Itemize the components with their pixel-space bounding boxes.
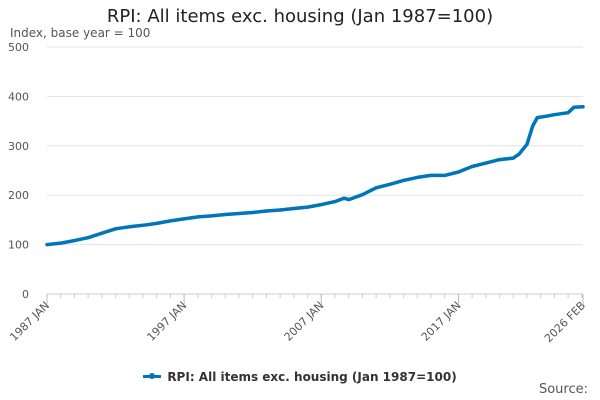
data-point — [484, 161, 488, 165]
y-tick-label: 500 — [8, 41, 29, 54]
x-tick-label: 1997 JAN — [145, 299, 190, 344]
data-point — [388, 182, 392, 186]
x-tick-label: 2026 FEB — [542, 299, 588, 345]
data-point — [155, 221, 159, 225]
data-point — [72, 239, 77, 243]
data-point — [278, 208, 282, 212]
y-tick-label: 0 — [22, 288, 29, 301]
x-tick-label: 2007 JAN — [282, 299, 327, 344]
data-point — [333, 200, 337, 204]
data-point — [196, 215, 200, 219]
x-tick-label: 1987 JAN — [7, 299, 52, 344]
y-tick-label: 200 — [8, 189, 29, 202]
data-point — [572, 105, 576, 109]
data-point — [223, 212, 227, 217]
x-tick-label: 2017 JAN — [419, 299, 464, 344]
data-point — [141, 223, 145, 227]
data-point — [347, 198, 351, 202]
data-point — [552, 113, 557, 117]
data-point — [59, 241, 63, 245]
source-label: Source: — [538, 382, 588, 397]
data-point — [45, 243, 49, 247]
data-point — [374, 186, 378, 190]
data-point — [86, 236, 90, 240]
data-point — [517, 152, 521, 156]
data-point — [456, 170, 461, 174]
data-point — [237, 211, 241, 216]
data-point — [292, 206, 296, 211]
data-point — [581, 105, 585, 109]
data-point — [305, 205, 310, 209]
y-tick-label: 300 — [8, 140, 29, 153]
y-tick-label: 400 — [8, 90, 29, 103]
chart-title: RPI: All items exc. housing (Jan 1987=10… — [106, 6, 494, 27]
data-point — [544, 114, 549, 118]
data-point — [525, 142, 529, 146]
data-point — [127, 225, 131, 229]
chart-subtitle: Index, base year = 100 — [10, 26, 151, 40]
data-point — [100, 231, 104, 235]
data-point — [566, 111, 570, 115]
data-point — [264, 209, 269, 213]
data-point — [342, 196, 346, 200]
data-point — [497, 158, 502, 162]
chart-legend: RPI: All items exc. housing (Jan 1987=10… — [0, 365, 600, 384]
legend-line-marker-icon — [143, 373, 162, 379]
data-point — [511, 156, 515, 160]
data-point — [182, 217, 186, 221]
data-point — [360, 193, 365, 197]
data-point — [401, 178, 406, 182]
data-point — [168, 219, 173, 223]
y-tick-label: 100 — [8, 239, 29, 252]
data-point — [429, 173, 433, 178]
data-point — [531, 124, 535, 128]
data-point — [251, 210, 255, 215]
legend-item[interactable]: RPI: All items exc. housing (Jan 1987=10… — [143, 369, 457, 384]
legend-label: RPI: All items exc. housing (Jan 1987=10… — [167, 369, 457, 384]
series-line — [45, 105, 585, 247]
data-point — [415, 175, 419, 180]
data-point — [113, 227, 118, 231]
data-point — [319, 202, 323, 207]
data-point — [443, 173, 447, 178]
data-point — [209, 214, 214, 218]
data-point — [535, 116, 539, 120]
data-point — [470, 164, 474, 169]
